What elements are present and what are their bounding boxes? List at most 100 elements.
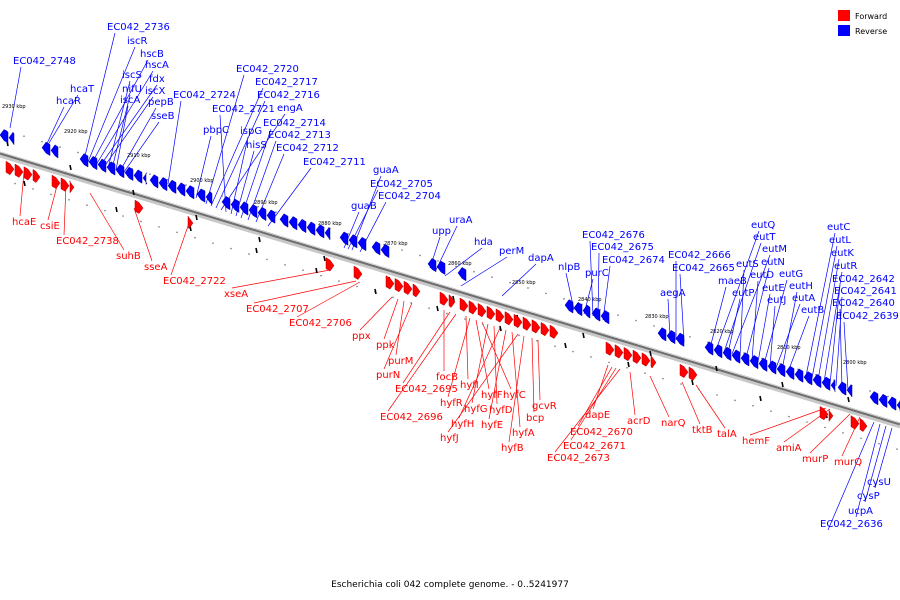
- gene-label-ppk[interactable]: ppk: [376, 340, 395, 351]
- gene-label-ec042-2704[interactable]: EC042_2704: [378, 191, 441, 202]
- gene-label-euth[interactable]: eutH: [789, 281, 813, 292]
- gene-label-ucpa[interactable]: ucpA: [848, 506, 873, 517]
- gene-label-ec042-2720[interactable]: EC042_2720: [236, 64, 299, 75]
- gene-label-tala[interactable]: talA: [717, 429, 737, 440]
- gene-label-hcae[interactable]: hcaE: [12, 217, 36, 228]
- gene-label-hyfe[interactable]: hyfE: [481, 420, 503, 431]
- gene-label-hyfc[interactable]: hyfC: [503, 390, 526, 401]
- gene-label-ec042-2696[interactable]: EC042_2696: [380, 412, 443, 423]
- gene-label-ec042-2705[interactable]: EC042_2705: [370, 179, 433, 190]
- gene-label-guab[interactable]: guaB: [351, 201, 377, 212]
- gene-label-hsca[interactable]: hscA: [145, 60, 169, 71]
- gene-label-hda[interactable]: hda: [474, 237, 493, 248]
- gene-label-euta[interactable]: eutA: [792, 293, 815, 304]
- gene-label-euts[interactable]: eutS: [736, 259, 759, 270]
- gene-label-ec042-2722[interactable]: EC042_2722: [163, 276, 226, 287]
- gene-label-eutk[interactable]: eutK: [831, 248, 854, 259]
- gene-label-bcp[interactable]: bcp: [526, 413, 544, 424]
- gene-label-eutl[interactable]: eutL: [829, 235, 851, 246]
- gene-label-isca[interactable]: iscA: [120, 95, 140, 106]
- gene-label-suhb[interactable]: suhB: [116, 251, 141, 262]
- gene-label-ec042-2674[interactable]: EC042_2674: [602, 255, 665, 266]
- gene-label-ec042-2666[interactable]: EC042_2666: [668, 250, 731, 261]
- gene-label-upp[interactable]: upp: [432, 226, 451, 237]
- gene-label-eutd[interactable]: eutD: [750, 270, 774, 281]
- gene-label-ec042-2711[interactable]: EC042_2711: [303, 157, 366, 168]
- gene-label-focb[interactable]: focB: [436, 372, 458, 383]
- gene-label-nifu[interactable]: nifU: [122, 84, 142, 95]
- gene-label-dapa[interactable]: dapA: [528, 253, 554, 264]
- gene-label-hyfg[interactable]: hyfG: [464, 404, 488, 415]
- gene-label-ec042-2695[interactable]: EC042_2695: [395, 384, 458, 395]
- gene-label-hcat[interactable]: hcaT: [70, 84, 95, 95]
- gene-label-ispg[interactable]: ispG: [240, 126, 262, 137]
- gene-label-maeb[interactable]: maeB: [718, 276, 747, 287]
- gene-label-hscb[interactable]: hscB: [140, 49, 164, 60]
- gene-label-ec042-2717[interactable]: EC042_2717: [255, 77, 318, 88]
- gene-label-ec042-2676[interactable]: EC042_2676: [582, 230, 645, 241]
- gene-label-enga[interactable]: engA: [277, 103, 303, 114]
- gene-label-purm[interactable]: purM: [388, 356, 413, 367]
- gene-label-ssea[interactable]: sseA: [144, 262, 168, 273]
- gene-label-uraa[interactable]: uraA: [449, 215, 473, 226]
- gene-label-murp[interactable]: murP: [802, 454, 828, 465]
- gene-label-pbpc[interactable]: pbpC: [203, 125, 229, 136]
- gene-label-eutq[interactable]: eutQ: [751, 220, 775, 231]
- gene-label-hyfh[interactable]: hyfH: [451, 419, 474, 430]
- gene-label-hyfj[interactable]: hyfJ: [440, 433, 459, 444]
- gene-label-ec042-2738[interactable]: EC042_2738: [56, 236, 119, 247]
- gene-label-ec042-2736[interactable]: EC042_2736: [107, 22, 170, 33]
- gene-label-ec042-2665[interactable]: EC042_2665: [672, 263, 735, 274]
- gene-label-aega[interactable]: aegA: [660, 288, 686, 299]
- gene-label-pepb[interactable]: pepB: [148, 97, 174, 108]
- gene-label-ec042-2712[interactable]: EC042_2712: [276, 143, 339, 154]
- gene-label-eutp[interactable]: eutP: [732, 288, 754, 299]
- gene-label-hyfd[interactable]: hyfD: [489, 405, 513, 416]
- gene-label-eutj[interactable]: eutJ: [767, 295, 786, 306]
- gene-label-nlpb[interactable]: nlpB: [558, 262, 580, 273]
- gene-label-eutt[interactable]: eutT: [753, 232, 776, 243]
- gene-label-perm[interactable]: perM: [499, 246, 524, 257]
- gene-label-ec042-2706[interactable]: EC042_2706: [289, 318, 352, 329]
- gene-label-iscs[interactable]: iscS: [122, 70, 142, 81]
- gene-label-hcar[interactable]: hcaR: [56, 96, 81, 107]
- gene-label-ec042-2714[interactable]: EC042_2714: [263, 118, 326, 129]
- gene-label-ec042-2724[interactable]: EC042_2724: [173, 90, 236, 101]
- gene-label-eute[interactable]: eutE: [762, 283, 785, 294]
- gene-label-eutm[interactable]: eutM: [762, 244, 787, 255]
- gene-label-eutn[interactable]: eutN: [761, 257, 785, 268]
- gene-label-ppx[interactable]: ppx: [352, 331, 371, 342]
- gene-label-ec042-2707[interactable]: EC042_2707: [246, 304, 309, 315]
- gene-label-purc[interactable]: purC: [585, 268, 609, 279]
- gene-label-ec042-2671[interactable]: EC042_2671: [563, 441, 626, 452]
- gene-label-hyfa[interactable]: hyfA: [512, 428, 535, 439]
- gene-label-iscr[interactable]: iscR: [127, 36, 147, 47]
- gene-label-ec042-2636[interactable]: EC042_2636: [820, 519, 883, 530]
- gene-label-ec042-2748[interactable]: EC042_2748: [13, 56, 76, 67]
- gene-label-eutc[interactable]: eutC: [827, 222, 850, 233]
- gene-label-ec042-2673[interactable]: EC042_2673: [547, 453, 610, 464]
- gene-label-hemf[interactable]: hemF: [742, 436, 770, 447]
- gene-label-ec042-2713[interactable]: EC042_2713: [268, 130, 331, 141]
- gene-label-ec042-2639[interactable]: EC042_2639: [836, 311, 899, 322]
- gene-label-tktb[interactable]: tktB: [692, 425, 713, 436]
- gene-label-guaa[interactable]: guaA: [373, 165, 399, 176]
- gene-label-gcvr[interactable]: gcvR: [532, 401, 557, 412]
- gene-label-cysp[interactable]: cysP: [857, 491, 880, 502]
- gene-label-eutr[interactable]: eutR: [834, 261, 857, 272]
- gene-label-csie[interactable]: csiE: [40, 221, 60, 232]
- gene-label-ec042-2721[interactable]: EC042_2721: [212, 104, 275, 115]
- gene-label-cysu[interactable]: cysU: [867, 477, 891, 488]
- gene-label-hyfb[interactable]: hyfB: [501, 443, 524, 454]
- gene-label-amia[interactable]: amiA: [776, 443, 802, 454]
- gene-label-murq[interactable]: murQ: [834, 457, 862, 468]
- gene-label-eutb[interactable]: eutB: [801, 305, 824, 316]
- gene-label-ec042-2670[interactable]: EC042_2670: [570, 427, 633, 438]
- gene-label-ec042-2675[interactable]: EC042_2675: [591, 242, 654, 253]
- gene-label-eutg[interactable]: eutG: [779, 269, 803, 280]
- gene-label-xsea[interactable]: xseA: [224, 289, 248, 300]
- gene-label-ec042-2641[interactable]: EC042_2641: [834, 286, 897, 297]
- gene-label-dape[interactable]: dapE: [585, 410, 610, 421]
- gene-label-narq[interactable]: narQ: [661, 418, 686, 429]
- gene-label-purn[interactable]: purN: [376, 370, 400, 381]
